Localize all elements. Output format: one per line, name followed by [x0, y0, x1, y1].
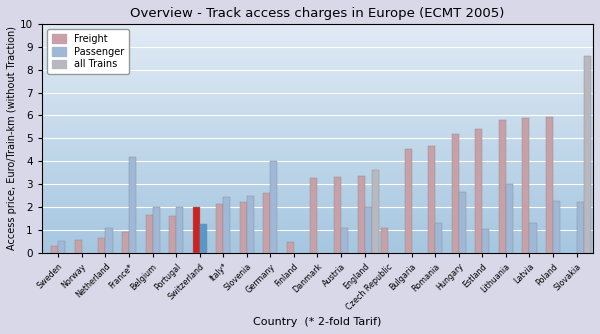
Bar [240, 202, 247, 253]
Bar [106, 227, 113, 253]
X-axis label: Country  (* 2-fold Tarif): Country (* 2-fold Tarif) [253, 317, 382, 327]
Bar [584, 56, 591, 253]
Legend: Freight, Passenger, all Trains: Freight, Passenger, all Trains [47, 29, 129, 74]
Bar [428, 146, 435, 253]
Bar [404, 149, 412, 253]
Bar [529, 223, 536, 253]
Bar [553, 201, 560, 253]
Bar [577, 202, 584, 253]
Bar [341, 227, 348, 253]
Bar [365, 207, 371, 253]
Y-axis label: Access price, Euro/Train-km (without Traction): Access price, Euro/Train-km (without Tra… [7, 26, 17, 250]
Bar [523, 118, 529, 253]
Bar [169, 216, 176, 253]
Bar [223, 197, 230, 253]
Bar [58, 241, 65, 253]
Bar [146, 215, 152, 253]
Bar [310, 178, 317, 253]
Bar [435, 223, 442, 253]
Bar [247, 196, 254, 253]
Bar [506, 184, 513, 253]
Bar [334, 177, 341, 253]
Title: Overview - Track access charges in Europe (ECMT 2005): Overview - Track access charges in Europ… [130, 7, 505, 20]
Bar [381, 227, 388, 253]
Bar [371, 170, 379, 253]
Bar [176, 207, 183, 253]
Bar [499, 120, 506, 253]
Bar [546, 117, 553, 253]
Bar [271, 161, 277, 253]
Bar [129, 157, 136, 253]
Bar [263, 193, 271, 253]
Bar [193, 207, 200, 253]
Bar [287, 242, 294, 253]
Bar [482, 229, 490, 253]
Bar [122, 232, 129, 253]
Bar [452, 134, 459, 253]
Bar [358, 176, 365, 253]
Bar [200, 224, 207, 253]
Bar [459, 192, 466, 253]
Bar [98, 238, 106, 253]
Bar [51, 246, 58, 253]
Bar [75, 240, 82, 253]
Bar [152, 207, 160, 253]
Bar [216, 204, 223, 253]
Bar [475, 129, 482, 253]
